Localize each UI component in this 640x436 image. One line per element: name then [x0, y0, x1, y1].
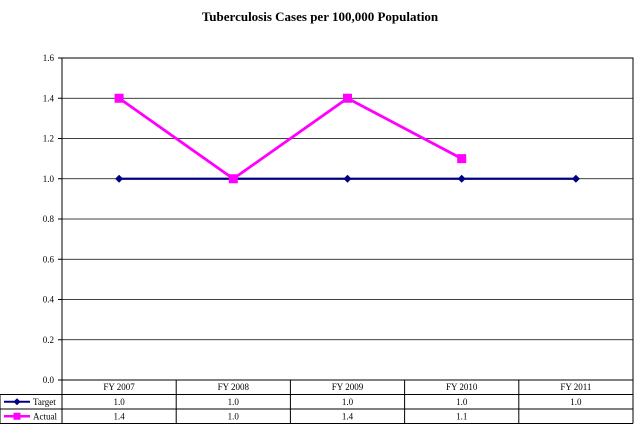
data-label: 1.0 — [456, 397, 468, 407]
data-table: FY 2007 FY 2008 FY 2009 FY 2010 FY 2011 Targe… — [0, 380, 634, 424]
y-tick-label: 1.2 — [43, 134, 54, 144]
data-point-target — [571, 174, 580, 183]
y-tick-label: 1.0 — [43, 174, 55, 184]
y-tick-label: 0.8 — [43, 214, 55, 224]
category-label: FY 2011 — [560, 382, 591, 392]
data-label: 1.1 — [456, 411, 467, 421]
data-point-actual — [228, 174, 238, 184]
category-label: FY 2010 — [446, 382, 478, 392]
data-point-target — [115, 174, 124, 183]
data-label: 1.0 — [342, 397, 354, 407]
category-label: FY 2007 — [103, 382, 135, 392]
data-point-actual — [114, 93, 124, 103]
category-label: FY 2009 — [332, 382, 364, 392]
y-tick-label: 1.4 — [43, 93, 55, 103]
series-line-actual — [118, 96, 463, 181]
data-label: 1.4 — [113, 411, 125, 421]
data-label: 1.0 — [570, 397, 582, 407]
legend-label-actual: Actual — [33, 411, 57, 421]
series-group — [114, 93, 580, 184]
data-point-target — [343, 174, 352, 183]
y-tick-label: 1.6 — [43, 53, 55, 63]
data-label: 1.0 — [228, 397, 240, 407]
data-label: 1.0 — [113, 397, 125, 407]
gridlines — [61, 57, 634, 381]
legend-key-marker-actual — [13, 412, 21, 420]
category-label: FY 2008 — [218, 382, 250, 392]
y-tick-label: 0.2 — [43, 335, 54, 345]
y-axis: 0.0 0.2 0.4 0.6 0.8 1.0 1.2 1.4 1.6 — [43, 53, 62, 385]
y-tick-label: 0.0 — [43, 375, 55, 385]
data-point-target — [457, 174, 466, 183]
y-tick-label: 0.6 — [43, 254, 55, 264]
legend-label-target: Target — [33, 397, 56, 407]
y-tick-label: 0.4 — [43, 295, 55, 305]
data-label: 1.0 — [228, 411, 240, 421]
legend-key-marker-target — [13, 398, 21, 406]
data-point-actual — [457, 154, 467, 164]
data-label: 1.4 — [342, 411, 354, 421]
chart-title: Tuberculosis Cases per 100,000 Populatio… — [202, 9, 439, 24]
data-point-actual — [343, 93, 352, 103]
